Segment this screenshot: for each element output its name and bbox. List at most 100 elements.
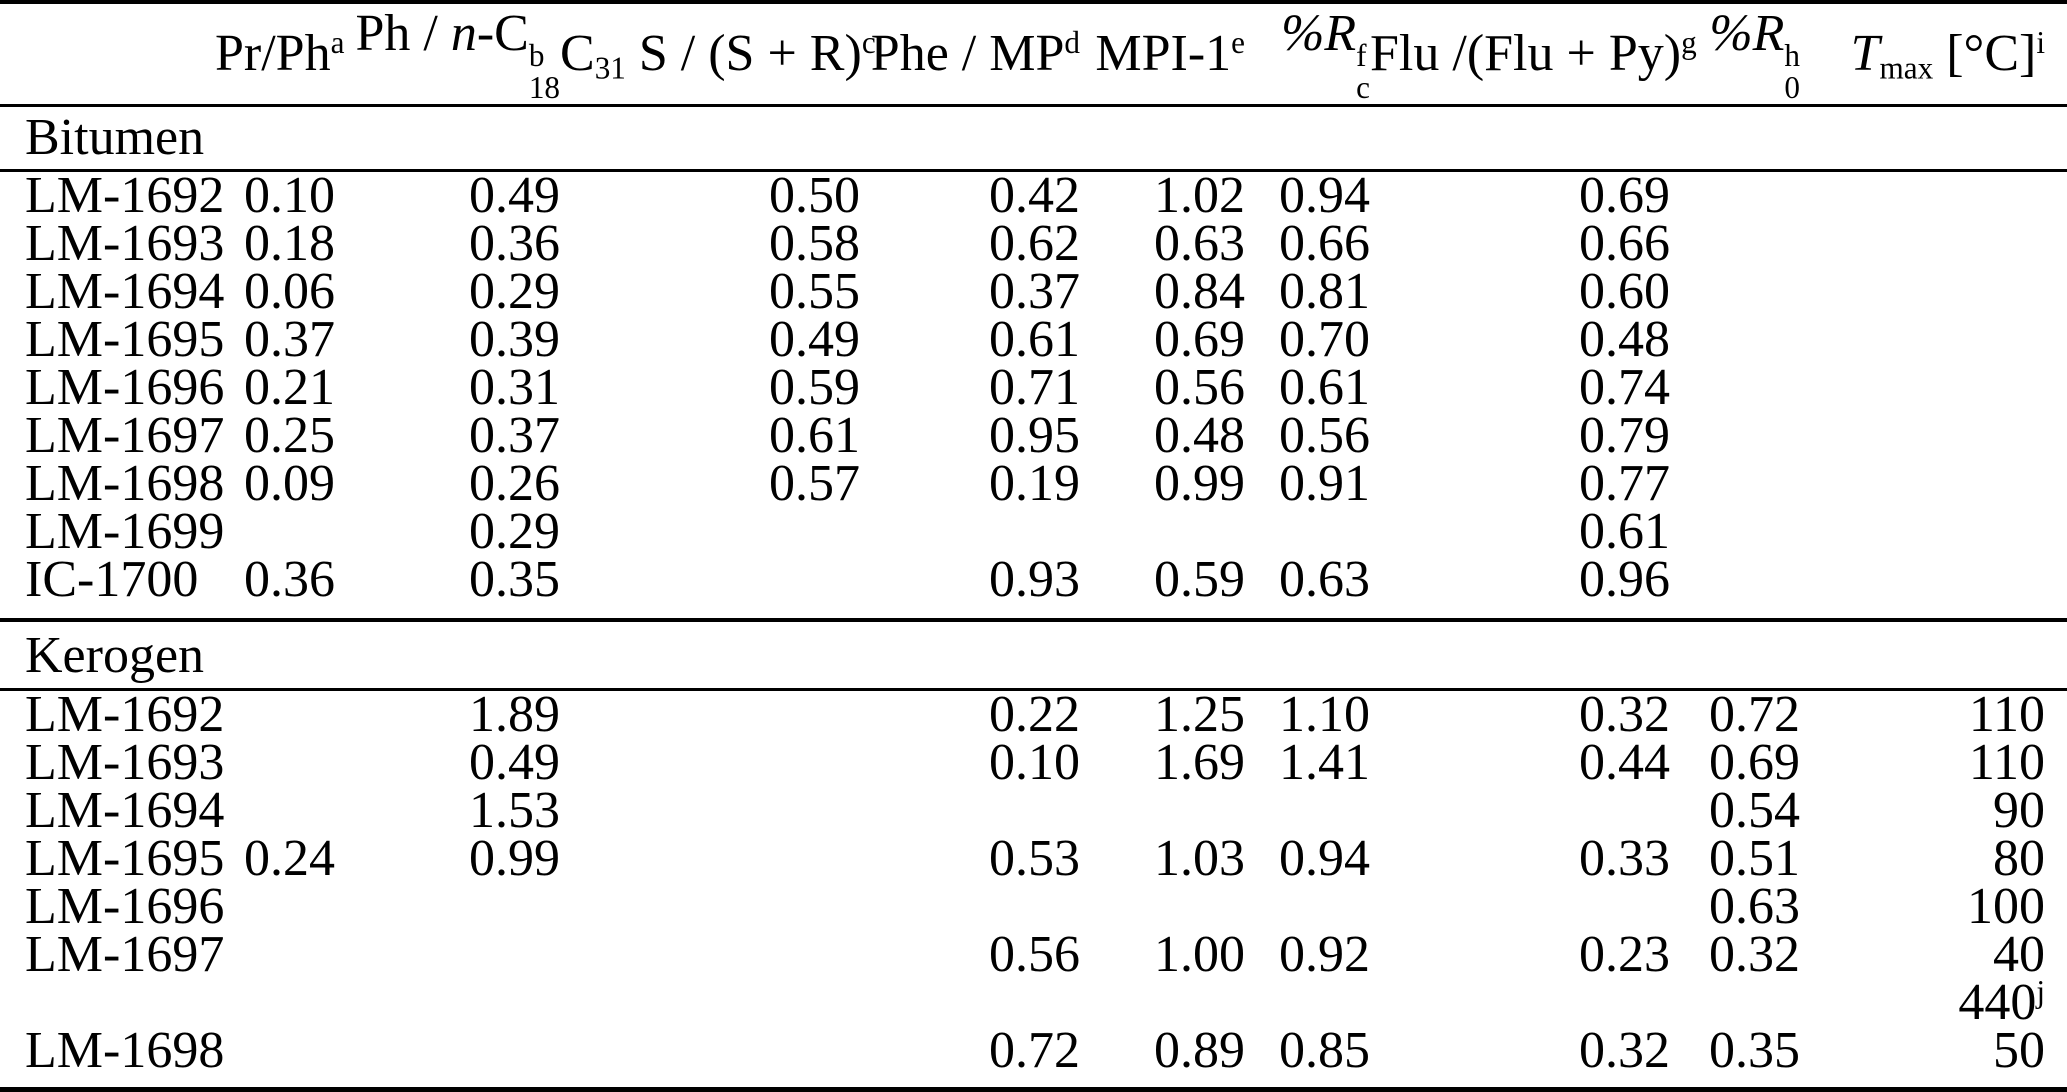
cell (1670, 268, 1800, 316)
cell: 1.02 (1154, 166, 1245, 224)
cell (1800, 268, 2067, 316)
cell: 0.24 (244, 830, 335, 888)
cell: 80 (1993, 830, 2045, 888)
cell: 0.72 (860, 1025, 1080, 1092)
cell: 0.91 (1279, 454, 1370, 512)
cell: 0.26 (469, 454, 560, 512)
sample-id: LM-1692 (25, 686, 225, 744)
table-row: LM-1693 0.18 0.36 0.58 0.62 0.63 0.66 0.66 (0, 214, 2067, 272)
cell: 0.50 (769, 166, 860, 224)
cell: 0.53 (989, 830, 1080, 888)
footnote-marker: i (2036, 25, 2045, 61)
cell: 0.09 (244, 454, 335, 512)
cell (860, 787, 1080, 835)
cell (215, 931, 335, 979)
cell: 1.00 (1154, 926, 1245, 984)
cell (1370, 883, 1670, 931)
cell (1800, 364, 2067, 412)
table-header: Pr/Pha Ph / n-C b 18 C31 S / (S + R)c Phe / M… (0, 0, 2067, 107)
footnote-marker: b (528, 38, 545, 74)
table-row: LM-1697 0.56 1.00 0.92 0.23 0.32 40 (0, 926, 2067, 984)
cell (1245, 787, 1370, 835)
sample-id: LM-1696 (25, 358, 225, 416)
cell (1670, 364, 1800, 412)
cell (1670, 412, 1800, 460)
cell: 0.99 (469, 830, 560, 888)
cell (335, 979, 560, 1027)
cell: 0.23 (1579, 926, 1670, 984)
cell (1080, 508, 1245, 556)
cell (335, 883, 560, 931)
cell: 0.42 (989, 166, 1080, 224)
sample-id: LM-1698 (0, 1025, 224, 1092)
footnote-marker: g (1681, 25, 1697, 61)
table-row: LM-1698 0.09 0.26 0.57 0.19 0.99 0.91 0.77 (0, 454, 2067, 512)
table-row: LM-1692 0.10 0.49 0.50 0.42 1.02 0.94 0.69 (0, 166, 2067, 224)
cell: 0.36 (244, 550, 335, 608)
cell: 0.94 (1279, 166, 1370, 224)
cell (1370, 787, 1670, 835)
section-kerogen: Kerogen LM-1692 1.89 0.22 1.25 1.10 0.32 0.72 1… (0, 617, 2067, 1092)
cell: 110 (1968, 734, 2045, 792)
cell: 0.74 (1579, 358, 1670, 416)
cell: 0.10 (989, 734, 1080, 792)
header-text: Flu /(Flu + Py) (1370, 25, 1682, 83)
cell: 0.79 (1579, 406, 1670, 464)
cell: 0.81 (1279, 262, 1370, 320)
sample-id: LM-1693 (25, 214, 225, 272)
section-label-kerogen: Kerogen (25, 626, 205, 684)
cell: 0.37 (244, 310, 335, 368)
table-row: LM-1694 1.53 0.54 90 (0, 785, 2067, 837)
header-text: [°C] (1933, 25, 2037, 83)
cell (1800, 460, 2067, 508)
cell (215, 508, 335, 556)
footnote-marker: d (1064, 25, 1080, 61)
subscript-text: c (1356, 70, 1370, 106)
cell (560, 556, 860, 620)
cell: 0.96 (1579, 550, 1670, 608)
cell: 0.57 (769, 454, 860, 512)
cell: 0.63 (1709, 878, 1800, 936)
cell: 0.56 (1154, 358, 1245, 416)
column-header-ph-nc18: Ph / n-C b 18 (335, 0, 560, 107)
cell (1245, 979, 1370, 1027)
header-italic-text: %R (1281, 5, 1357, 62)
cell: 0.48 (1579, 310, 1670, 368)
subscript-text: 0 (1784, 70, 1800, 106)
sample-id: LM-1695 (25, 830, 225, 888)
header-italic-text: n (450, 5, 477, 62)
cell: 0.35 (1670, 1025, 1800, 1092)
cell (215, 1027, 335, 1092)
cell: 0.61 (1279, 358, 1370, 416)
cell (560, 883, 860, 931)
cell: 0.56 (989, 926, 1080, 984)
cell: 0.58 (769, 214, 860, 272)
cell: 0.32 (1709, 926, 1800, 984)
table-row: LM-1699 0.29 0.61 (0, 502, 2067, 560)
cell: 0.62 (989, 214, 1080, 272)
cell: 0.89 (1080, 1025, 1245, 1092)
cell: 1.10 (1279, 686, 1370, 744)
cell: 1.25 (1154, 686, 1245, 744)
cell: 440j (1958, 974, 2045, 1032)
cell (1245, 883, 1370, 931)
column-header-tmax: Tmax [°C]i (1800, 0, 2067, 107)
cell: 0.51 (1709, 830, 1800, 888)
cell (860, 979, 1080, 1027)
cell (215, 787, 335, 835)
cell: 0.32 (1579, 686, 1670, 744)
cell: 0.29 (469, 502, 560, 560)
cell: 0.61 (769, 406, 860, 464)
cell (1800, 556, 2067, 620)
cell (1800, 170, 2067, 220)
cell (335, 931, 560, 979)
column-header-mpi-1: MPI-1e (1080, 0, 1245, 107)
cell: 0.59 (1154, 550, 1245, 608)
section-bitumen: Bitumen LM-1692 0.10 0.49 0.50 0.42 1.02 0.94 0… (0, 105, 2067, 620)
cell: 0.69 (1579, 166, 1670, 224)
cell: 0.06 (244, 262, 335, 320)
cell: 0.29 (469, 262, 560, 320)
cell: 0.69 (1709, 734, 1800, 792)
cell: 0.19 (989, 454, 1080, 512)
